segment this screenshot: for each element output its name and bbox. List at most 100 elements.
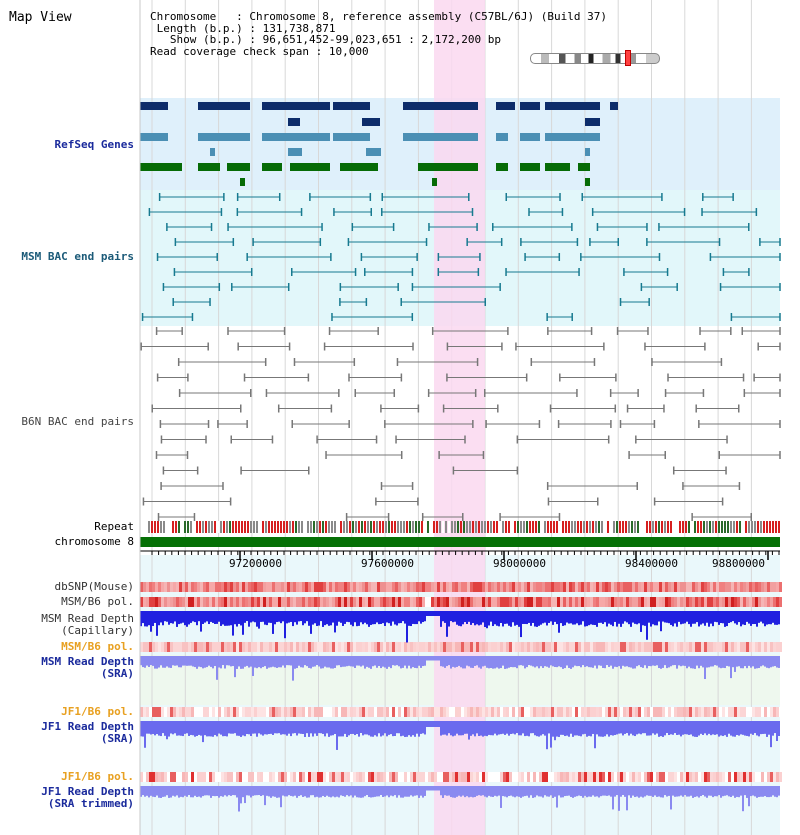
chromosome-ideogram[interactable] <box>530 53 660 64</box>
chromosome-track-label[interactable]: chromosome 8 <box>54 535 134 548</box>
msm-pol-cell <box>509 597 512 607</box>
repeat-segment <box>679 521 681 533</box>
repeat-segment <box>385 521 387 533</box>
jf1-depth-trim-bar <box>484 786 486 797</box>
msm-depth-sra-label[interactable]: MSM Read Depth (SRA) <box>0 656 134 680</box>
msm-depth-sra-bar <box>284 656 286 668</box>
jf1-depth-trim-bar <box>714 786 716 797</box>
jf1-pol-cell <box>200 707 203 717</box>
repeat-segment <box>751 521 753 533</box>
msm-pol-cell <box>548 597 551 607</box>
jf1-b6-pol-label[interactable]: JF1/B6 pol. <box>61 705 134 718</box>
jf1-depth-sra-bar <box>404 721 406 737</box>
jf1-depth-sra-bar <box>322 721 324 734</box>
jf1-depth-sra-bar <box>282 721 284 735</box>
msm-depth-sra-bar <box>614 656 616 667</box>
dbsnp-cell <box>224 582 227 592</box>
jf1-pol-cell <box>206 707 209 717</box>
msm-depth-sra-bar <box>682 656 684 666</box>
jf1-pol-cell <box>491 707 494 717</box>
msm-depth-sra-bar <box>512 656 514 668</box>
jf1-depth-sra-bar <box>678 721 680 735</box>
jf1-depth-sra-bar <box>536 721 538 737</box>
jf1-depth-sra-bar <box>190 721 192 735</box>
dbsnp-label[interactable]: dbSNP(Mouse) <box>54 580 134 593</box>
jf1-depth-trim-bar <box>470 786 472 797</box>
msm-pol-cell <box>326 597 329 607</box>
jf1-pol-cell <box>215 707 218 717</box>
msm-depth-cap-bar <box>570 611 572 624</box>
msm-pol-cell <box>665 597 668 607</box>
msm-pol-sra-cell <box>413 642 416 652</box>
dbsnp-cell <box>662 582 665 592</box>
msm-pol-sra-cell <box>293 642 296 652</box>
msm-depth-capillary-label[interactable]: MSM Read Depth (Capillary) <box>0 613 134 637</box>
dbsnp-cell <box>764 582 767 592</box>
msm-pol-cell <box>356 597 359 607</box>
refseq-genes-label[interactable]: RefSeq Genes <box>54 138 134 151</box>
dbsnp-cell <box>347 582 350 592</box>
jf1-depth-trim-bar <box>454 786 456 798</box>
msm-pol-cell <box>557 597 560 607</box>
jf1-depth-sra-bar <box>388 721 390 735</box>
repeat-segment <box>742 521 744 533</box>
msm-pol-cell <box>521 597 524 607</box>
chromosome-position-marker[interactable] <box>625 50 631 66</box>
jf1-pol-trim-cell <box>548 772 551 782</box>
msm-depth-cap-bar <box>214 611 216 624</box>
jf1-depth-trim-bar <box>242 786 244 798</box>
msm-depth-cap-bar <box>620 611 622 627</box>
jf1-depth-sra-bar <box>230 721 232 734</box>
msm-bac-label[interactable]: MSM BAC end pairs <box>21 250 134 263</box>
jf1-depth-trim-bar <box>286 786 288 797</box>
msm-pol-sra-cell <box>734 642 737 652</box>
dbsnp-cell <box>146 582 149 592</box>
msm-pol-cell <box>566 597 569 607</box>
msm-depth-sra-bar <box>288 656 290 666</box>
dbsnp-cell <box>770 582 773 592</box>
repeat-segment <box>481 521 483 533</box>
msm-depth-sra-bar <box>658 656 660 669</box>
dbsnp-cell <box>158 582 161 592</box>
msm-depth-sra-bar <box>562 656 564 669</box>
jf1-depth-trim-bar <box>220 786 222 797</box>
jf1-depth-trim-bar <box>262 786 264 796</box>
jf1-depth-sra-bar <box>720 721 722 736</box>
jf1-depth-trim-bar <box>206 786 208 796</box>
jf1-pol-cell <box>539 707 542 717</box>
repeat-segment <box>220 521 222 533</box>
msm-depth-sra-bar <box>142 656 144 668</box>
msm-b6-pol-label[interactable]: MSM/B6 pol. <box>61 595 134 608</box>
msm-depth-sra-bar <box>668 656 670 668</box>
repeat-label[interactable]: Repeat <box>94 520 134 533</box>
jf1-pol-trim-cell <box>182 772 185 782</box>
jf1-depth-trim-bar <box>292 786 294 797</box>
msm-pol-sra-cell <box>233 642 236 652</box>
msm-pol-cell <box>620 597 623 607</box>
msm-depth-cap-bar <box>266 611 268 626</box>
msm-pol-sra-cell <box>257 642 260 652</box>
msm-pol-cell <box>716 597 719 607</box>
jf1-depth-sra-label[interactable]: JF1 Read Depth (SRA) <box>0 721 134 745</box>
msm-depth-cap-bar <box>210 611 212 622</box>
msm-depth-cap-bar <box>622 611 624 624</box>
jf1-pol-cell <box>641 707 644 717</box>
jf1-depth-trim-bar <box>250 786 252 798</box>
msm-depth-sra-bar <box>328 656 330 668</box>
jf1-depth-trimmed-label[interactable]: JF1 Read Depth (SRA trimmed) <box>0 786 134 810</box>
jf1-pol-trim-cell <box>524 772 527 782</box>
jf1-b6-pol-trim-label[interactable]: JF1/B6 pol. <box>61 770 134 783</box>
jf1-depth-trim-bar <box>284 786 286 797</box>
jf1-depth-trim-bar <box>706 786 708 798</box>
msm-depth-sra-bar <box>468 656 470 667</box>
msm-depth-sra-bar <box>700 656 702 666</box>
jf1-depth-sra-bar <box>320 721 322 734</box>
dbsnp-cell <box>260 582 263 592</box>
jf1-pol-cell <box>512 707 515 717</box>
msm-pol-cell <box>722 597 725 607</box>
msm-b6-pol-sra-label[interactable]: MSM/B6 pol. <box>61 640 134 653</box>
msm-depth-cap-bar <box>150 611 152 632</box>
b6n-bac-label[interactable]: B6N BAC end pairs <box>21 415 134 428</box>
repeat-segment <box>169 521 171 533</box>
